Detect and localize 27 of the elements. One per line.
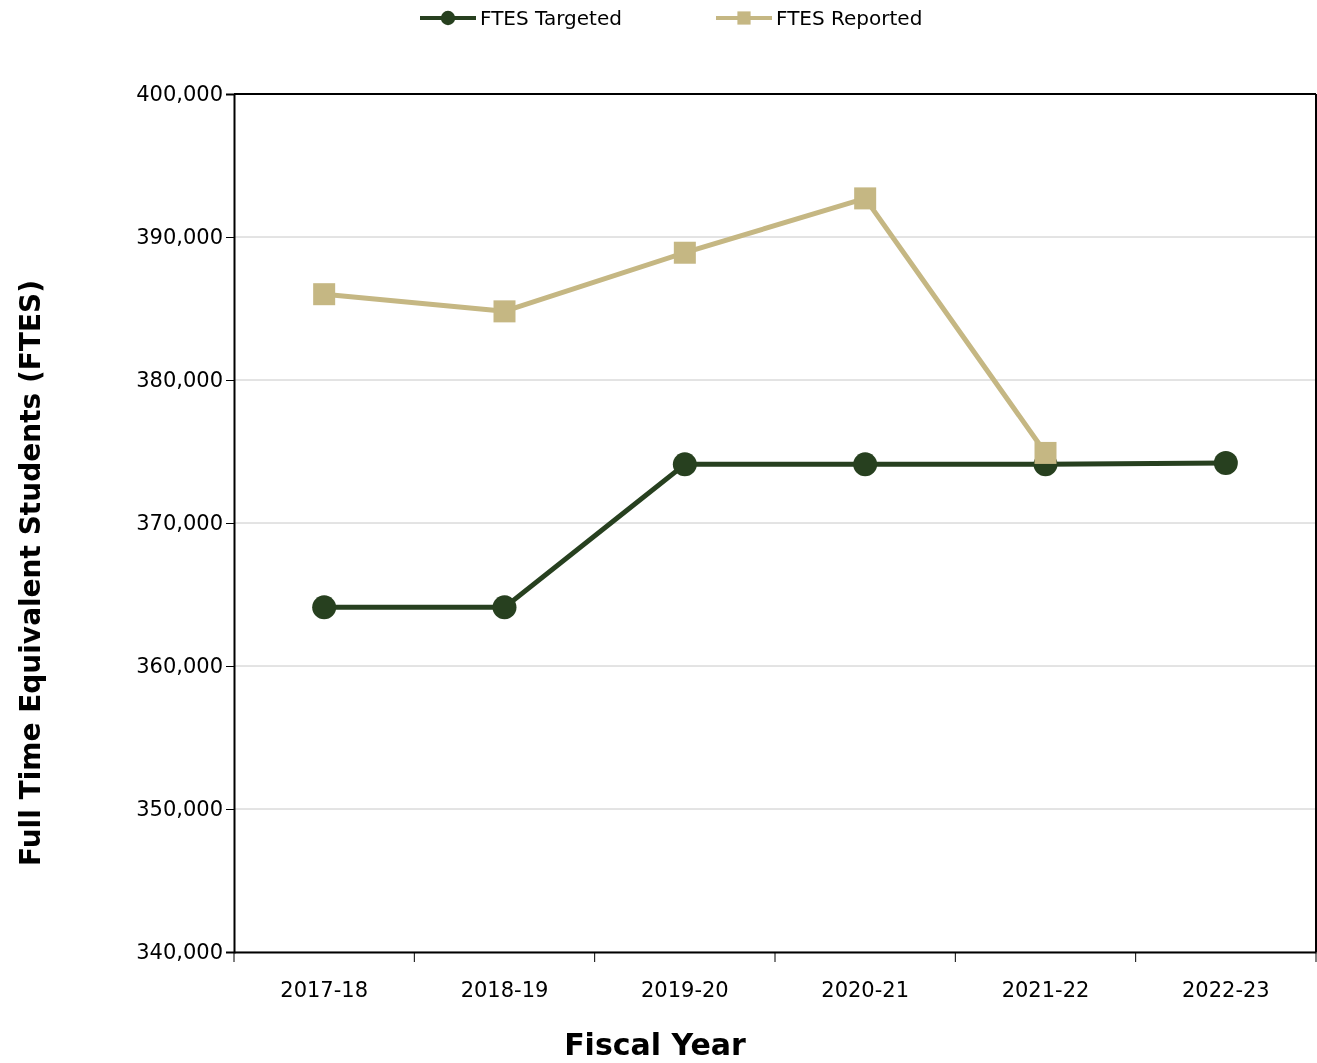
x-tick-label: 2017-18 <box>280 977 369 1002</box>
y-tick-label: 350,000 <box>136 797 223 822</box>
y-tick-label: 360,000 <box>136 654 223 679</box>
point <box>854 187 877 210</box>
legend-label: FTES Targeted <box>480 6 622 30</box>
y-tick-label: 340,000 <box>136 940 223 965</box>
point <box>313 283 336 306</box>
y-axis-title: Full Time Equivalent Students (FTES) <box>14 279 47 867</box>
x-tick-label: 2020-21 <box>821 977 910 1002</box>
y-tick-label: 400,000 <box>136 82 223 107</box>
point <box>312 595 337 620</box>
x-tick-label: 2022-23 <box>1181 977 1270 1002</box>
x-tick-label: 2021-22 <box>1001 977 1090 1002</box>
point <box>493 300 516 323</box>
point <box>1213 450 1238 475</box>
point <box>673 241 696 264</box>
point <box>853 452 878 477</box>
point <box>672 452 697 477</box>
legend-label: FTES Reported <box>776 6 923 30</box>
point <box>492 595 517 620</box>
point <box>1034 441 1057 464</box>
x-tick-label: 2019-20 <box>640 977 729 1002</box>
x-tick-label: 2018-19 <box>460 977 549 1002</box>
y-tick-label: 390,000 <box>136 225 223 250</box>
y-tick-label: 370,000 <box>136 511 223 536</box>
x-axis-title: Fiscal Year <box>564 1027 747 1062</box>
y-tick-label: 380,000 <box>136 368 223 393</box>
